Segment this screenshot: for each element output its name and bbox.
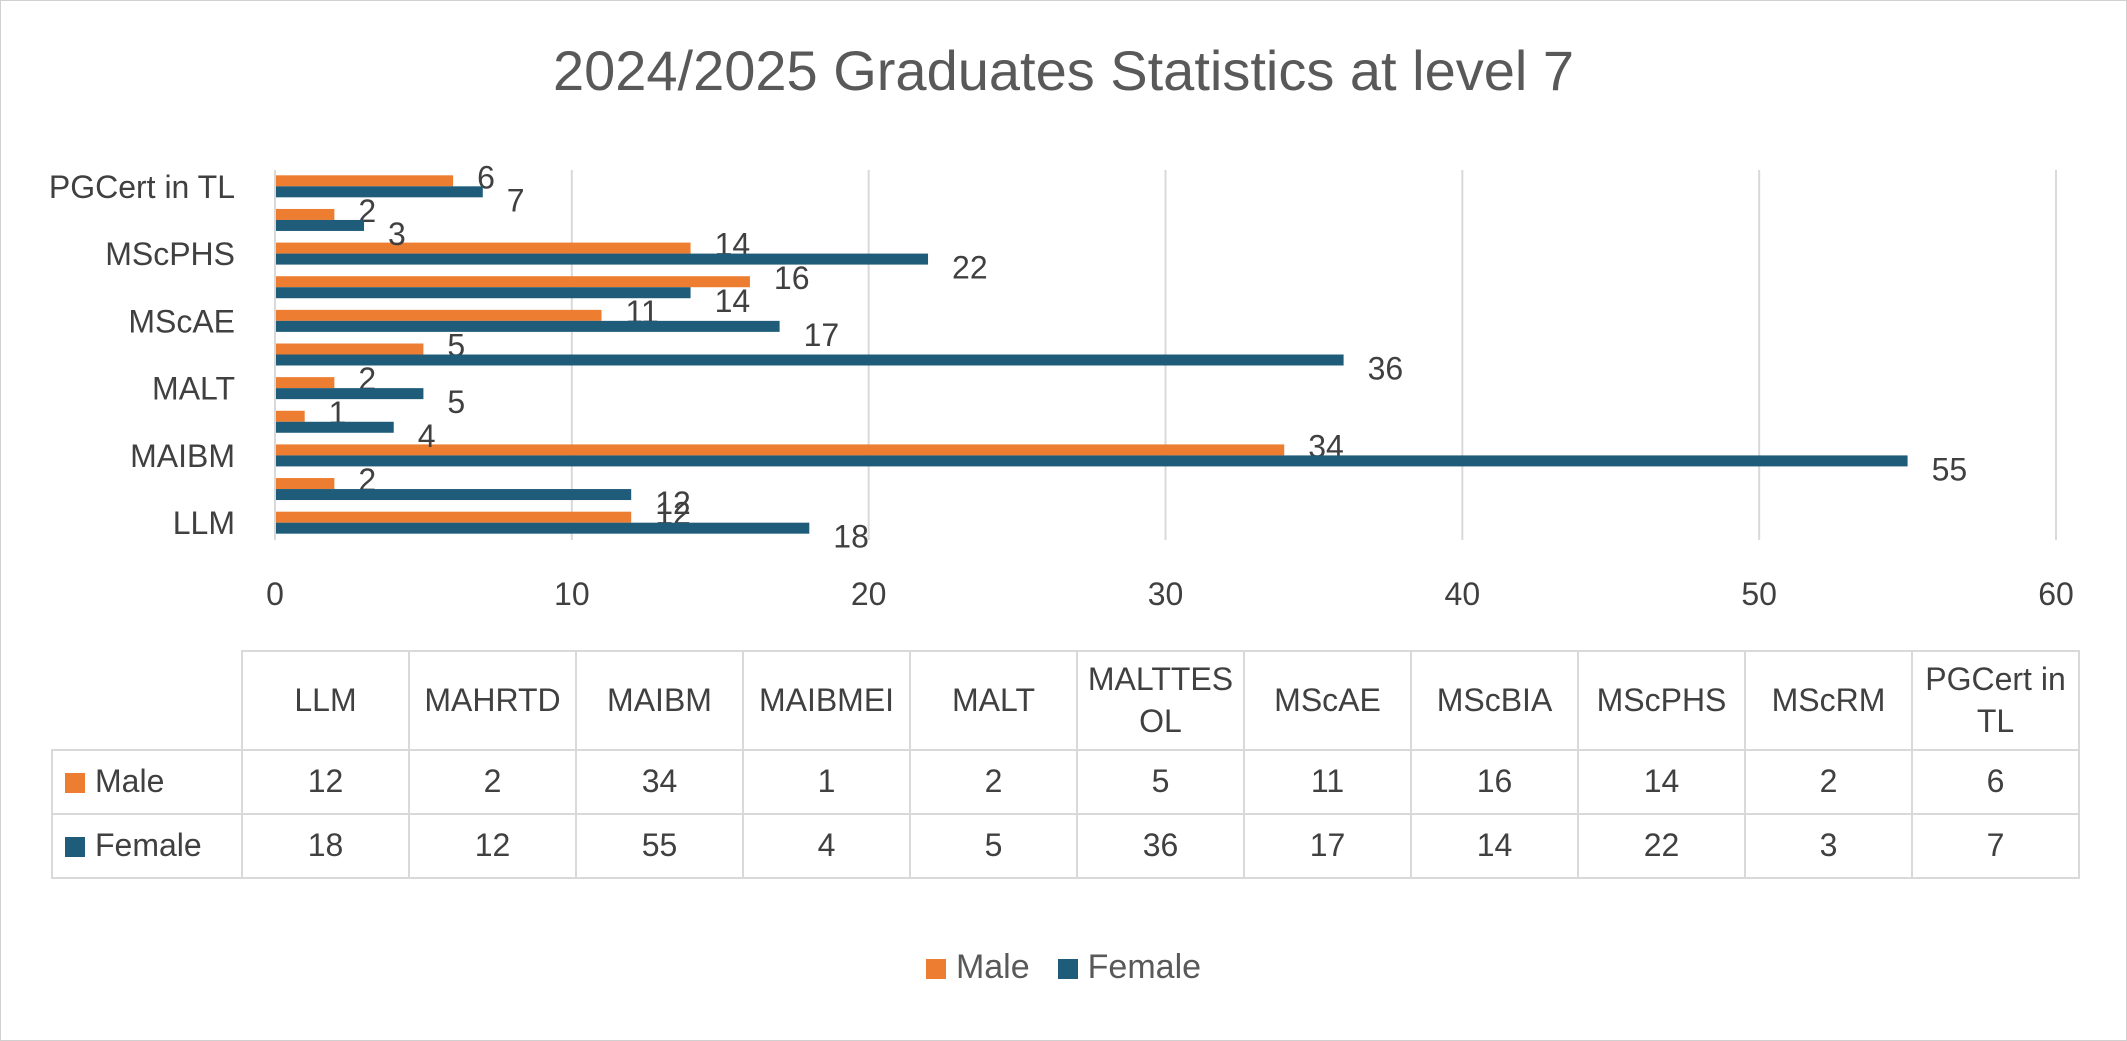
- bar-male: [275, 478, 335, 490]
- y-category-label: MScAE: [128, 303, 235, 339]
- table-column-header: MScAE: [1243, 650, 1412, 751]
- bar-female: [275, 186, 483, 198]
- bar-female: [275, 287, 691, 299]
- table-column-header: MAIBM: [575, 650, 744, 751]
- table-cell: 2: [909, 749, 1078, 815]
- bar-female: [275, 219, 365, 231]
- legend-key-male: [65, 773, 85, 794]
- table-column-header: MAIBMEI: [742, 650, 911, 751]
- table-cell: 5: [1076, 749, 1245, 815]
- chart-title: 2024/2025 Graduates Statistics at level …: [552, 39, 1575, 102]
- x-tick-label: 40: [1445, 576, 1481, 612]
- bar-male: [275, 511, 632, 523]
- bar-female: [275, 388, 424, 400]
- legend: Male Female: [0, 948, 2127, 987]
- table-column-header: MAHRTD: [408, 650, 577, 751]
- table-cell: 5: [909, 813, 1078, 879]
- table-cell: 12: [408, 813, 577, 879]
- table-cell: 11: [1243, 749, 1412, 815]
- bar-male: [275, 309, 602, 321]
- table-cell: 34: [575, 749, 744, 815]
- data-label-female: 7: [507, 182, 525, 218]
- x-tick-label: 0: [266, 576, 284, 612]
- bar-male: [275, 377, 335, 389]
- x-tick-label: 50: [1741, 576, 1777, 612]
- table-cell: 18: [241, 813, 410, 879]
- legend-swatch: [925, 959, 946, 979]
- table-column-header: MScPHS: [1577, 650, 1746, 751]
- bar-female: [275, 320, 780, 332]
- bar-male: [275, 208, 335, 220]
- bar-male: [275, 242, 691, 254]
- legend-item-female: Female: [1057, 948, 1201, 987]
- bar-female: [275, 455, 1908, 467]
- data-label-female: 14: [715, 283, 751, 319]
- table-cell: 14: [1410, 813, 1579, 879]
- table-column-header: LLM: [241, 650, 410, 751]
- bar-male: [275, 343, 424, 355]
- plot-area: 0 10 20 30 40 50 601218LLM2123455MAIBM1425MALT…: [49, 159, 2074, 612]
- table-column-header: MScRM: [1744, 650, 1913, 751]
- y-category-label: MScPHS: [105, 236, 235, 272]
- table-cell: 4: [742, 813, 911, 879]
- bar-male: [275, 175, 454, 187]
- legend-item-male: Male: [925, 948, 1030, 987]
- table-row-header: Male: [51, 749, 243, 815]
- table-column-header: PGCert in TL: [1911, 650, 2080, 751]
- table-body: Male 12 2 34 1 2 5 11 16 14 2 6 Female 18 12 55 4 5 36 17 14…: [51, 749, 2080, 879]
- table-cell: 2: [1744, 749, 1913, 815]
- x-tick-label: 20: [851, 576, 887, 612]
- data-label-female: 12: [655, 485, 691, 521]
- table-cell: 14: [1577, 749, 1746, 815]
- bar-male: [275, 410, 305, 422]
- x-tick-label: 10: [554, 576, 590, 612]
- x-tick-label: 60: [2038, 576, 2074, 612]
- data-label-female: 17: [804, 317, 840, 353]
- data-label-female: 36: [1368, 351, 1404, 387]
- legend-key-female: [65, 837, 85, 858]
- data-label-male: 16: [774, 260, 810, 296]
- table-corner: [52, 651, 243, 751]
- table-row-header: Female: [51, 813, 243, 879]
- data-label-female: 55: [1932, 451, 1968, 487]
- bar-male: [275, 444, 1285, 456]
- legend-swatch: [1057, 959, 1078, 979]
- data-label-female: 3: [388, 216, 406, 252]
- table-column-header: MALT: [909, 650, 1078, 751]
- x-tick-label: 30: [1148, 576, 1184, 612]
- table-cell: 36: [1076, 813, 1245, 879]
- bar-female: [275, 522, 810, 534]
- data-label-female: 22: [952, 250, 988, 286]
- table-row-female: Female 18 12 55 4 5 36 17 14 22 3 7: [51, 813, 2080, 879]
- table-cell: 3: [1744, 813, 1913, 879]
- table-cell: 16: [1410, 749, 1579, 815]
- table-cell: 7: [1911, 813, 2080, 879]
- table-cell: 17: [1243, 813, 1412, 879]
- data-label-female: 18: [833, 519, 869, 555]
- table-header-row: LLM MAHRTD MAIBM MAIBMEI MALT MALTTES OL MScAE M…: [52, 650, 2080, 751]
- bar-male: [275, 276, 750, 288]
- table-cell: 12: [241, 749, 410, 815]
- table-cell: 2: [408, 749, 577, 815]
- y-category-label: MALT: [152, 371, 235, 407]
- y-category-label: PGCert in TL: [49, 169, 235, 205]
- data-label-female: 4: [418, 418, 436, 454]
- y-category-label: MAIBM: [130, 438, 235, 474]
- table-cell: 1: [742, 749, 911, 815]
- bar-female: [275, 421, 394, 433]
- bar-female: [275, 354, 1344, 366]
- table-column-header: MALTTES OL: [1076, 650, 1245, 751]
- y-category-label: LLM: [173, 505, 235, 541]
- data-table: LLM MAHRTD MAIBM MAIBMEI MALT MALTTES OL MScAE M…: [51, 650, 2080, 879]
- table-row-male: Male 12 2 34 1 2 5 11 16 14 2 6: [51, 749, 2080, 815]
- table-cell: 22: [1577, 813, 1746, 879]
- data-label-female: 5: [447, 384, 465, 420]
- table-cell: 55: [575, 813, 744, 879]
- table-cell: 6: [1911, 749, 2080, 815]
- bar-female: [275, 489, 632, 501]
- bar-female: [275, 253, 929, 265]
- table-column-header: MScBIA: [1410, 650, 1579, 751]
